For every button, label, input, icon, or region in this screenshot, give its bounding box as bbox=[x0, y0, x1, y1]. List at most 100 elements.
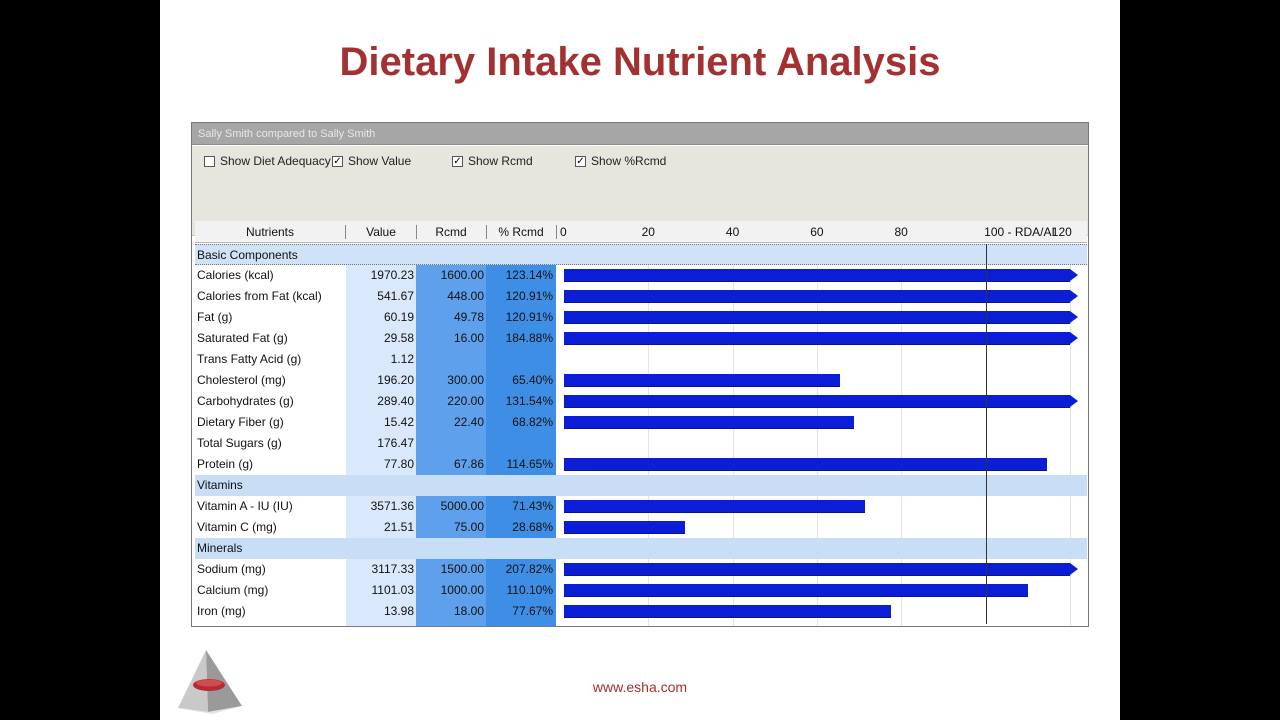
column-header-nutrients[interactable]: Nutrients bbox=[245, 225, 295, 239]
nutrient-row[interactable]: Calcium (mg) 1101.03 1000.00 110.10% bbox=[195, 580, 1087, 601]
nutrient-pct-rcmd: 120.91% bbox=[505, 310, 553, 324]
pct-rcmd-bar bbox=[564, 584, 1029, 597]
nutrient-row[interactable]: Fat (g) 60.19 49.78 120.91% bbox=[195, 307, 1087, 328]
nutrient-name: Calories (kcal) bbox=[197, 268, 274, 282]
nutrient-row[interactable]: Protein (g) 77.80 67.86 114.65% bbox=[195, 454, 1087, 475]
nutrient-value: 3571.36 bbox=[370, 499, 414, 513]
nutrient-value: 13.98 bbox=[383, 604, 414, 618]
nutrient-pct-rcmd: 123.14% bbox=[505, 268, 553, 282]
section-header-row[interactable]: Vitamins bbox=[195, 475, 1087, 496]
pct-rcmd-bar bbox=[564, 500, 866, 513]
nutrient-pct-rcmd bbox=[486, 349, 553, 370]
rda-reference-line bbox=[985, 244, 987, 624]
section-label: Basic Components bbox=[197, 248, 298, 262]
pct-rcmd-bar bbox=[564, 395, 1070, 408]
axis-tick-label: 40 bbox=[725, 225, 740, 239]
nutrient-row[interactable]: Vitamin C (mg) 21.51 75.00 28.68% bbox=[195, 517, 1087, 538]
nutrient-pct-rcmd: 114.65% bbox=[506, 457, 553, 471]
pct-rcmd-bar bbox=[564, 290, 1070, 303]
nutrient-row[interactable]: Iron (mg) 13.98 18.00 77.67% bbox=[195, 601, 1087, 622]
nutrient-pct-rcmd bbox=[486, 433, 553, 454]
show-diet-adequacy-checkbox[interactable] bbox=[204, 155, 215, 167]
nutrient-value: 77.80 bbox=[383, 457, 414, 471]
nutrient-pct-rcmd: 110.10% bbox=[506, 583, 553, 597]
nutrient-analysis-window: Sally Smith compared to Sally Smith Show… bbox=[191, 122, 1089, 627]
value-column-background bbox=[346, 244, 416, 626]
nutrient-pct-rcmd: 68.82% bbox=[512, 415, 553, 429]
rcmd-column-background bbox=[416, 244, 486, 626]
chart-gridline bbox=[732, 244, 734, 626]
nutrient-row[interactable]: Calories (kcal) 1970.23 1600.00 123.14% bbox=[195, 265, 1087, 286]
overflow-arrow-icon bbox=[1069, 563, 1078, 575]
nutrient-value: 15.42 bbox=[383, 415, 414, 429]
show-value-option[interactable]: ✓ Show Value bbox=[332, 154, 411, 168]
nutrient-rcmd bbox=[416, 349, 484, 370]
column-separator[interactable] bbox=[345, 225, 346, 239]
nutrient-name: Iron (mg) bbox=[197, 604, 246, 618]
nutrient-row[interactable]: Saturated Fat (g) 29.58 16.00 184.88% bbox=[195, 328, 1087, 349]
nutrient-name: Protein (g) bbox=[197, 457, 254, 471]
nutrient-row[interactable]: Sodium (mg) 3117.33 1500.00 207.82% bbox=[195, 559, 1087, 580]
nutrient-value: 3117.33 bbox=[371, 562, 415, 576]
overflow-arrow-icon bbox=[1069, 395, 1078, 407]
pct-rcmd-bar bbox=[564, 374, 840, 387]
column-header-pct-rcmd[interactable]: % Rcmd bbox=[498, 225, 544, 239]
axis-tick-label: 120 bbox=[1051, 225, 1072, 239]
nutrient-rcmd: 5000.00 bbox=[440, 499, 484, 513]
nutrient-name: Fat (g) bbox=[197, 310, 233, 324]
show-diet-adequacy-option[interactable]: Show Diet Adequacy bbox=[204, 154, 331, 168]
nutrient-value: 60.19 bbox=[383, 310, 414, 324]
pct-rcmd-bar bbox=[564, 563, 1070, 576]
column-separator[interactable] bbox=[556, 225, 557, 239]
pct-rcmd-bar bbox=[564, 332, 1070, 345]
section-header-row[interactable]: Basic Components bbox=[195, 244, 1087, 265]
nutrient-row[interactable]: Calories from Fat (kcal) 541.67 448.00 120.… bbox=[195, 286, 1087, 307]
nutrient-rcmd: 300.00 bbox=[447, 373, 484, 387]
nutrient-name: Calories from Fat (kcal) bbox=[197, 289, 322, 303]
overflow-arrow-icon bbox=[1069, 332, 1078, 344]
window-title: Sally Smith compared to Sally Smith bbox=[192, 123, 1088, 145]
column-separator[interactable] bbox=[416, 225, 417, 239]
section-label: Minerals bbox=[197, 541, 243, 555]
column-header-rcmd[interactable]: Rcmd bbox=[435, 225, 467, 239]
nutrient-rcmd: 1000.00 bbox=[440, 583, 484, 597]
nutrient-pct-rcmd: 28.68% bbox=[512, 520, 553, 534]
column-separator[interactable] bbox=[486, 225, 487, 239]
show-rcmd-label: Show Rcmd bbox=[468, 154, 533, 168]
chart-gridline bbox=[1069, 244, 1071, 626]
show-value-checkbox[interactable]: ✓ bbox=[332, 155, 343, 167]
pct-rcmd-bar bbox=[564, 416, 855, 429]
nutrient-value: 1970.23 bbox=[370, 268, 414, 282]
show-rcmd-option[interactable]: ✓ Show Rcmd bbox=[452, 154, 533, 168]
nutrient-row[interactable]: Carbohydrates (g) 289.40 220.00 131.54% bbox=[195, 391, 1087, 412]
nutrient-row[interactable]: Total Sugars (g) 176.47 bbox=[195, 433, 1087, 454]
nutrient-name: Calcium (mg) bbox=[197, 583, 269, 597]
nutrient-value: 176.47 bbox=[377, 436, 414, 450]
nutrient-rcmd: 75.00 bbox=[453, 520, 484, 534]
nutrient-row[interactable]: Dietary Fiber (g) 15.42 22.40 68.82% bbox=[195, 412, 1087, 433]
nutrient-row[interactable]: Vitamin A - IU (IU) 3571.36 5000.00 71.43% bbox=[195, 496, 1087, 517]
footer-url[interactable]: www.esha.com bbox=[592, 679, 688, 695]
column-header-value[interactable]: Value bbox=[366, 225, 396, 239]
overflow-arrow-icon bbox=[1069, 311, 1078, 323]
nutrient-name: Vitamin A - IU (IU) bbox=[197, 499, 293, 513]
nutrient-value: 1101.03 bbox=[371, 583, 415, 597]
nutrient-rcmd: 18.00 bbox=[453, 604, 484, 618]
show-pct-rcmd-option[interactable]: ✓ Show %Rcmd bbox=[575, 154, 666, 168]
show-pct-rcmd-checkbox[interactable]: ✓ bbox=[575, 155, 586, 167]
nutrient-rcmd: 1600.00 bbox=[440, 268, 484, 282]
nutrient-row[interactable]: Cholesterol (mg) 196.20 300.00 65.40% bbox=[195, 370, 1087, 391]
nutrient-value: 1.12 bbox=[390, 352, 414, 366]
nutrient-grid: Basic Components Calories (kcal) 1970.23 16… bbox=[195, 244, 1087, 626]
axis-tick-label: 100 - RDA/AI bbox=[984, 225, 1055, 239]
nutrient-pct-rcmd: 207.82% bbox=[505, 562, 553, 576]
esha-pyramid-logo-icon bbox=[178, 650, 242, 714]
nutrient-pct-rcmd: 120.91% bbox=[505, 289, 553, 303]
section-header-row[interactable]: Minerals bbox=[195, 538, 1087, 559]
show-rcmd-checkbox[interactable]: ✓ bbox=[452, 155, 463, 167]
nutrient-row[interactable]: Trans Fatty Acid (g) 1.12 bbox=[195, 349, 1087, 370]
nutrient-rcmd: 22.40 bbox=[453, 415, 484, 429]
nutrient-value: 541.67 bbox=[377, 289, 414, 303]
pct-rcmd-bar bbox=[564, 458, 1048, 471]
show-diet-adequacy-label: Show Diet Adequacy bbox=[220, 154, 331, 168]
